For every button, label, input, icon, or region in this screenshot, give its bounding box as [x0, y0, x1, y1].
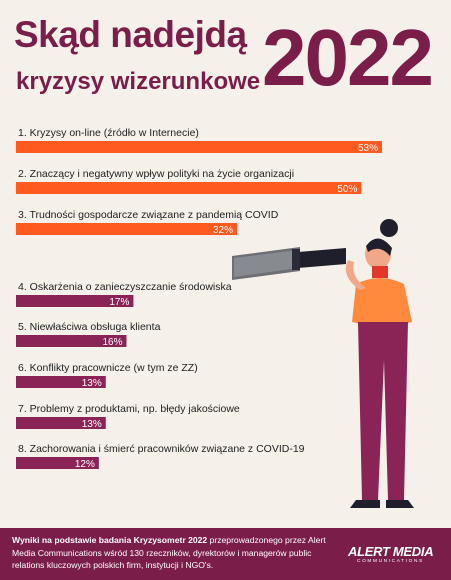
telescope — [298, 248, 346, 268]
value-label: 50% — [337, 184, 357, 195]
value-label: 32% — [213, 225, 233, 236]
category-label: 8. Zachorowania i śmierć pracowników zwi… — [18, 443, 305, 455]
category-label: 6. Konflikty pracownicze (w tym ze ZZ) — [18, 362, 198, 374]
value-label: 16% — [102, 337, 122, 348]
bar — [16, 295, 134, 307]
bar — [16, 376, 106, 388]
category-label: 2. Znaczący i negatywny wpływ polityki n… — [18, 168, 294, 180]
footer-bold: Wyniki na podstawie badania Kryzysometr … — [12, 535, 208, 545]
category-label: 5. Niewłaściwa obsługa klienta — [18, 321, 161, 333]
value-label: 53% — [358, 143, 378, 154]
footer-note: Wyniki na podstawie badania Kryzysometr … — [12, 534, 332, 572]
bar — [16, 141, 382, 153]
bar — [16, 335, 127, 347]
alert-media-logo: ALERT MEDIA COMMUNICATIONS — [348, 544, 444, 566]
bar — [16, 182, 362, 194]
footer-body: przeprowadzonego przez Alert Media Commu… — [12, 535, 326, 570]
category-label: 7. Problemy z produktami, np. błędy jako… — [18, 403, 240, 415]
woman-telescope-illustration — [232, 219, 414, 508]
category-label: 4. Oskarżenia o zanieczyszczanie środowi… — [18, 281, 232, 293]
logo-text: ALERT MEDIA — [348, 544, 434, 559]
footer-band — [0, 528, 451, 580]
bar — [16, 223, 237, 235]
value-label: 17% — [109, 297, 129, 308]
value-label: 13% — [82, 378, 102, 389]
value-label: 12% — [75, 459, 95, 470]
woman-trousers — [358, 322, 408, 500]
category-label: 1. Kryzysy on-line (źródło w Internecie) — [18, 127, 199, 139]
page-subtitle: kryzysy wizerunkowe — [16, 68, 261, 95]
bar — [16, 457, 99, 469]
bar — [16, 417, 106, 429]
value-label: 13% — [82, 419, 102, 430]
logo-subtext: COMMUNICATIONS — [357, 559, 424, 564]
page-title: Skąd nadejdą — [14, 14, 247, 55]
bar-chart: 1. Kryzysy on-line (źródło w Internecie)… — [16, 127, 414, 508]
year-label: 2022 — [262, 13, 434, 102]
woman-top — [352, 278, 412, 326]
category-label: 3. Trudności gospodarcze związane z pand… — [18, 209, 279, 221]
